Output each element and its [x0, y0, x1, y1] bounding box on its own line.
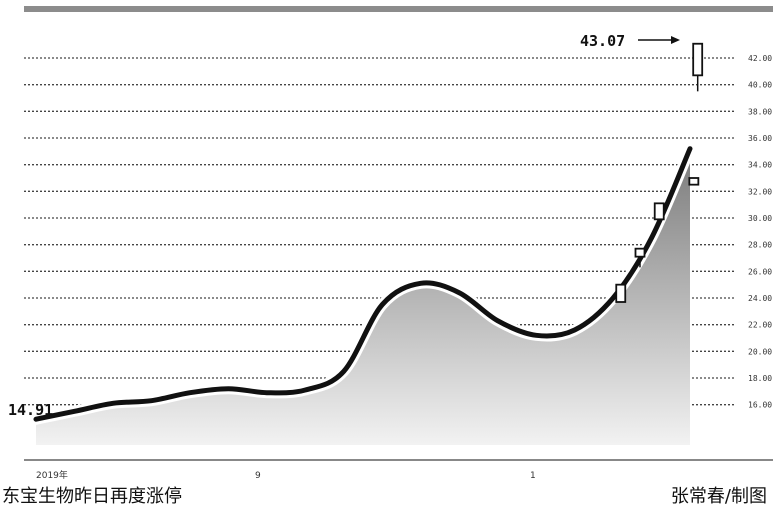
y-tick-label: 36.00 [748, 134, 772, 143]
price-line [33, 146, 693, 422]
x-tick-labels: 2019年 9 1 [36, 469, 536, 481]
candle-body [634, 247, 646, 258]
candlestick [692, 42, 704, 92]
x-tick-label: 1 [530, 471, 536, 481]
y-tick-label: 22.00 [748, 321, 772, 330]
end-value-label: 43.07 [580, 32, 625, 50]
x-tick-label: 9 [255, 471, 261, 481]
candlestick [634, 247, 646, 268]
y-tick-label: 24.00 [748, 294, 772, 303]
candle-body [615, 283, 627, 303]
y-tick-label: 40.00 [748, 81, 772, 90]
start-value-label: 14.91 [8, 401, 53, 419]
y-tick-labels: 16.00 18.00 20.00 22.00 24.00 26.00 28.00 30.00… [748, 54, 772, 410]
credit-caption: 张常春/制图 [670, 486, 767, 507]
candlestick [688, 177, 700, 186]
x-tick-label: 2019年 [36, 469, 68, 481]
y-tick-label: 18.00 [748, 374, 772, 383]
candlestick [615, 283, 627, 303]
y-tick-label: 32.00 [748, 187, 772, 196]
candle-body [688, 177, 700, 186]
y-tick-label: 34.00 [748, 161, 772, 170]
y-tick-label: 20.00 [748, 347, 772, 356]
candle-body [692, 42, 704, 77]
candlestick [653, 202, 665, 221]
y-tick-label: 26.00 [748, 267, 772, 276]
end-value-arrow [638, 36, 680, 44]
y-tick-label: 30.00 [748, 214, 772, 223]
y-tick-label: 28.00 [748, 241, 772, 250]
candle-body [653, 202, 665, 221]
price-area-fill [36, 148, 690, 445]
y-tick-label: 42.00 [748, 54, 772, 63]
top-border-bar [24, 6, 773, 12]
chart-caption: 东宝生物昨日再度涨停 [2, 486, 182, 507]
y-tick-label: 16.00 [748, 401, 772, 410]
y-tick-label: 38.00 [748, 107, 772, 116]
candlesticks [615, 42, 704, 303]
